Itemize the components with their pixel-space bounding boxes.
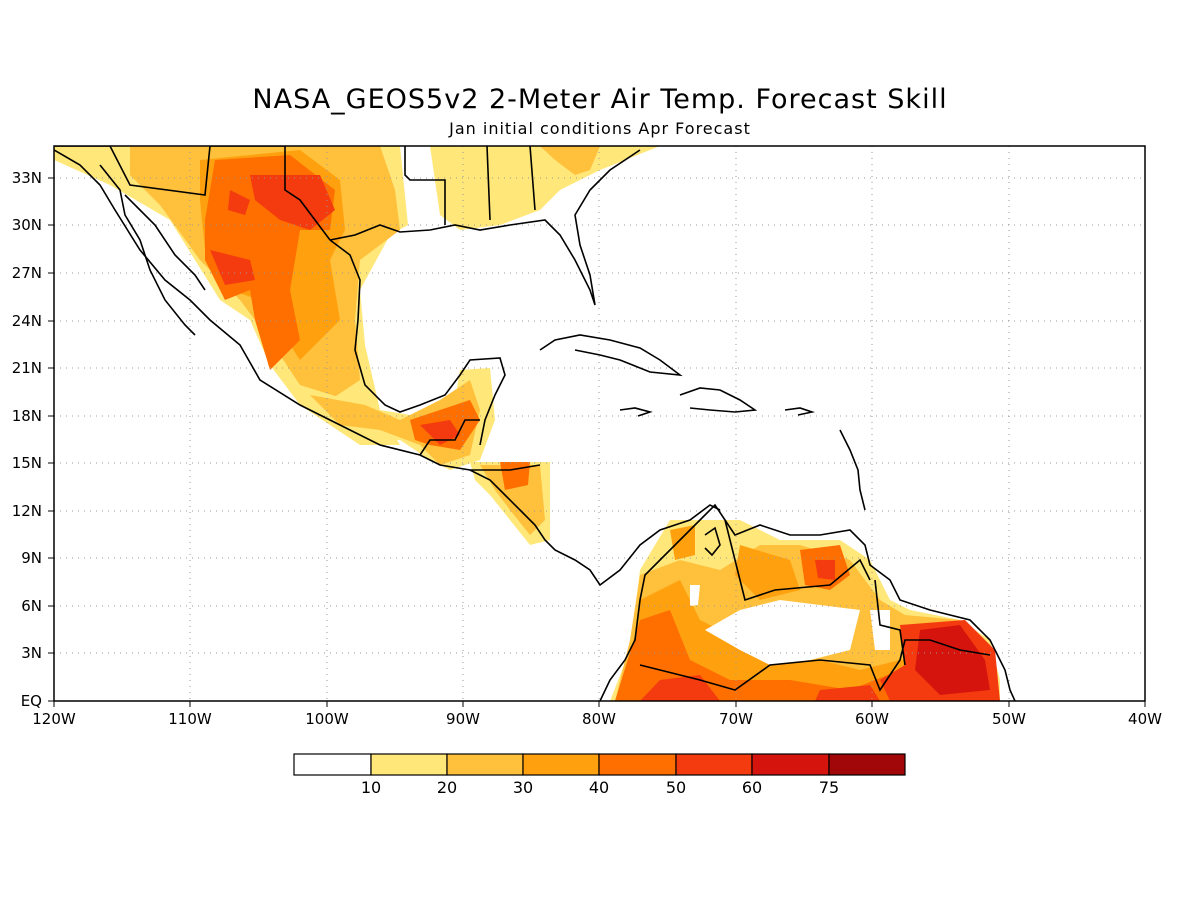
skill-region-us-se: [430, 146, 660, 230]
lat-label: 18N: [12, 407, 42, 425]
lat-label: 33N: [12, 169, 42, 187]
colorbar-swatch: [675, 753, 753, 776]
coastline-jamaica: [619, 407, 653, 417]
border-central: [470, 464, 541, 471]
skill-region-mexico-n: [210, 250, 255, 285]
skill-gap: [870, 610, 890, 650]
colorbar-label: 60: [742, 778, 762, 797]
coastline-baja: [124, 194, 206, 291]
skill-region-mexico-n: [228, 190, 250, 215]
lat-label: 30N: [12, 216, 42, 234]
lat-label: 21N: [12, 359, 42, 377]
lat-label: 24N: [12, 312, 42, 330]
skill-region-south-america: [735, 545, 800, 600]
axis-ticks: [48, 177, 1146, 707]
coastline-puerto-rico: [784, 407, 816, 416]
lon-label: 110W: [168, 710, 212, 728]
colorbar-swatch: [828, 753, 906, 776]
skill-region-yucatan: [420, 420, 460, 445]
border-us-mexico: [54, 146, 331, 241]
border-venezuela: [724, 519, 871, 602]
skill-gap: [690, 585, 700, 606]
lon-label: 60W: [855, 710, 889, 728]
border-us: [529, 146, 536, 211]
map-subtitle: Jan initial conditions Apr Forecast: [449, 119, 751, 138]
lon-labels: 120W 110W 100W 90W 80W 70W 60W 50W 40W: [32, 710, 1162, 728]
colorbar-label: 20: [437, 778, 457, 797]
colorbar-label: 40: [589, 778, 609, 797]
border-brazil: [639, 639, 991, 692]
colorbar-swatch: [370, 753, 448, 776]
coastline-baja: [99, 164, 196, 336]
colorbar-label: 75: [819, 778, 839, 797]
border-us: [486, 146, 491, 221]
lat-label: 3N: [21, 644, 42, 662]
skill-region-south-america: [815, 685, 880, 701]
coastline-hispaniola: [679, 387, 758, 413]
coastline-antilles: [839, 429, 866, 511]
lon-label: 120W: [32, 710, 76, 728]
lon-label: 50W: [992, 710, 1026, 728]
coastline-cuba: [539, 334, 683, 377]
skill-region-central-america: [480, 465, 545, 535]
lat-label: 9N: [21, 549, 42, 567]
skill-region-central-america: [500, 462, 530, 490]
skill-region-south-america: [915, 625, 990, 695]
skill-gap: [705, 600, 860, 665]
lat-label: 6N: [21, 597, 42, 615]
lon-label: 100W: [305, 710, 349, 728]
colorbar-swatch: [598, 753, 677, 776]
lat-labels: 33N 30N 27N 24N 21N 18N 15N 12N 9N 6N 3N…: [12, 169, 42, 710]
coastline-gulf: [329, 239, 506, 446]
colorbar-swatch: [522, 753, 600, 776]
lon-label: 40W: [1128, 710, 1162, 728]
lat-label: 15N: [12, 454, 42, 472]
skill-region-south-america: [640, 675, 720, 701]
lat-label: 27N: [12, 264, 42, 282]
lat-label: EQ: [21, 692, 42, 710]
skill-region-south-america: [815, 560, 835, 580]
border-guatemala: [419, 419, 480, 456]
colorbar-label: 10: [361, 778, 381, 797]
skill-region-south-america: [670, 525, 695, 560]
coastline-maracaibo: [704, 526, 721, 557]
colorbar-label: 50: [666, 778, 686, 797]
border-us: [404, 146, 446, 225]
coastline-south-america: [599, 503, 1016, 701]
coastline-gulf: [329, 149, 641, 306]
colorbar-swatch: [293, 753, 372, 776]
colorbar-label: 30: [513, 778, 533, 797]
skill-shading: [54, 146, 1000, 701]
skill-region-mexico-n: [250, 175, 335, 230]
border-guyana: [874, 579, 906, 666]
lon-label: 70W: [719, 710, 753, 728]
coastlines: [54, 146, 1016, 701]
grid-lines: [54, 146, 1145, 701]
lon-label: 80W: [582, 710, 616, 728]
lat-label: 12N: [12, 502, 42, 520]
map-title: NASA_GEOS5v2 2-Meter Air Temp. Forecast …: [252, 84, 948, 115]
lon-label: 90W: [446, 710, 480, 728]
skill-region-us-se: [540, 146, 600, 175]
colorbar-swatch: [446, 753, 524, 776]
colorbar-swatch: [751, 753, 830, 776]
colorbar: 10 20 30 40 50 60 75: [293, 753, 906, 797]
